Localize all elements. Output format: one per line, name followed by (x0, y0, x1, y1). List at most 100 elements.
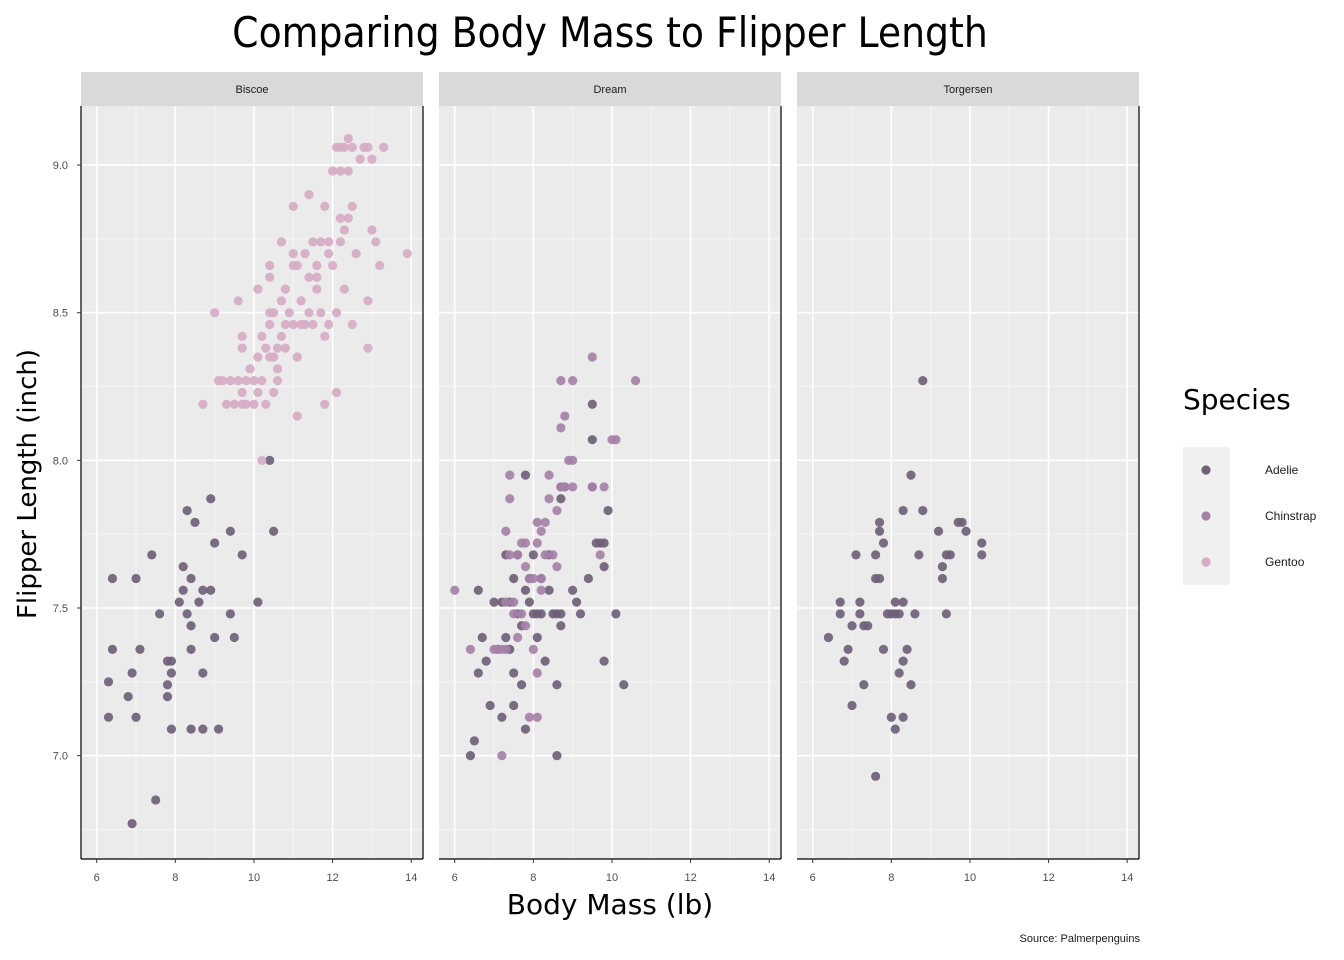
data-point (863, 621, 873, 631)
data-point (501, 632, 511, 643)
data-point (272, 364, 283, 374)
data-point (505, 550, 515, 560)
data-point (937, 562, 948, 572)
data-point (532, 632, 542, 643)
data-point (528, 550, 538, 560)
data-point (599, 482, 609, 492)
data-point (835, 609, 845, 619)
data-point (516, 609, 527, 619)
data-point (520, 621, 531, 631)
data-point (878, 538, 889, 548)
data-point (347, 201, 357, 211)
data-point (351, 249, 361, 259)
data-point (611, 435, 621, 445)
data-point (347, 142, 357, 152)
data-point (324, 319, 334, 330)
facet-panel-dream: Dream 6 8 10 12 14 (439, 72, 782, 884)
data-point (874, 517, 885, 527)
data-point (509, 668, 519, 678)
data-point (874, 573, 885, 584)
x-axis-title: Body Mass (lb) (507, 888, 713, 921)
data-point (839, 656, 849, 666)
data-point (210, 538, 220, 548)
data-point (225, 526, 235, 536)
data-point (103, 712, 114, 722)
data-point (308, 237, 318, 247)
data-point (280, 343, 291, 353)
data-point (249, 399, 259, 409)
data-point (253, 597, 263, 607)
data-point (343, 166, 353, 176)
data-point (568, 585, 578, 595)
data-point (292, 411, 302, 421)
data-point (174, 597, 184, 607)
data-point (540, 656, 550, 666)
x-tick-label: 10 (964, 872, 976, 884)
data-point (147, 550, 157, 560)
data-point (335, 166, 346, 176)
data-point (300, 319, 310, 330)
data-point (611, 609, 621, 619)
panel-background (797, 106, 1139, 859)
data-point (560, 411, 570, 421)
data-point (961, 526, 971, 536)
data-point (198, 585, 208, 595)
data-point (265, 319, 275, 330)
data-point (505, 494, 515, 504)
data-point (532, 668, 542, 678)
data-point (229, 399, 239, 409)
y-axis-title: Flipper Length (inch) (13, 349, 43, 619)
data-point (312, 284, 322, 294)
series-adelie (823, 376, 987, 781)
data-point (497, 751, 507, 761)
x-tick-label: 12 (326, 872, 338, 884)
chart-title: Comparing Body Mass to Flipper Length (232, 8, 988, 57)
data-point (532, 517, 542, 527)
data-point (890, 724, 900, 734)
data-point (477, 632, 487, 643)
data-point (524, 712, 535, 722)
data-point (237, 331, 247, 341)
y-tick-label: 9.0 (53, 160, 68, 172)
data-point (343, 133, 353, 144)
data-point (906, 680, 916, 690)
data-point (198, 668, 208, 678)
data-point (914, 550, 924, 560)
data-point (316, 237, 326, 247)
facet-strip (439, 72, 781, 106)
data-point (603, 505, 613, 516)
data-point (253, 352, 263, 362)
data-point (532, 712, 542, 722)
data-point (599, 538, 609, 548)
data-point (898, 656, 908, 666)
data-point (528, 644, 538, 654)
legend-label: Adelie (1265, 463, 1299, 477)
data-point (225, 376, 235, 386)
data-point (206, 585, 216, 595)
data-point (497, 712, 507, 722)
data-point (855, 597, 865, 607)
series-adelie (103, 455, 279, 829)
data-point (288, 201, 298, 211)
data-point (536, 585, 546, 595)
data-point (501, 644, 511, 654)
data-point (552, 751, 562, 761)
data-point (505, 470, 515, 480)
data-point (107, 573, 118, 584)
data-point (237, 343, 247, 353)
data-point (265, 455, 275, 465)
x-tick-label: 12 (684, 872, 696, 884)
data-point (194, 597, 204, 607)
data-point (599, 656, 609, 666)
data-point (339, 284, 349, 294)
data-point (151, 795, 161, 805)
data-point (918, 505, 928, 516)
data-point (859, 680, 869, 690)
data-point (371, 237, 381, 247)
data-point (213, 724, 224, 734)
x-tick-label: 8 (172, 872, 178, 884)
data-point (977, 550, 987, 560)
data-point (465, 644, 476, 654)
data-point (918, 376, 928, 386)
data-point (241, 399, 251, 409)
